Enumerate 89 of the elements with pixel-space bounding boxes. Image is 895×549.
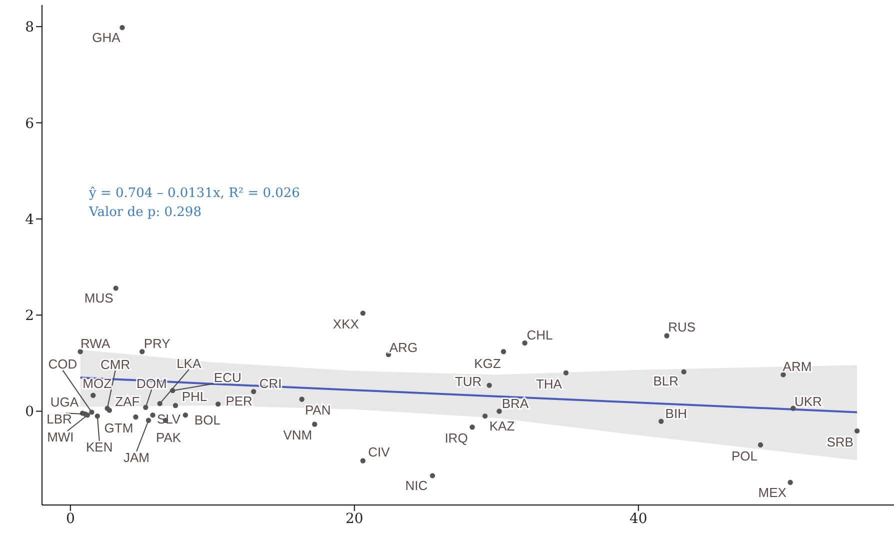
point	[182, 412, 188, 418]
data-label: GHA	[92, 30, 121, 46]
data-label: GTM	[104, 420, 134, 436]
data-label: ARM	[782, 359, 812, 374]
point	[790, 406, 796, 411]
point	[486, 382, 492, 388]
point	[758, 442, 764, 448]
data-label: POL	[732, 448, 758, 464]
data-label: ZAF	[115, 394, 140, 409]
point	[470, 424, 475, 430]
data-label: IRQ	[444, 430, 468, 446]
annotation: Valor de p: 0.298	[89, 204, 202, 222]
point	[90, 392, 96, 398]
data-label: SRB	[826, 434, 854, 450]
point	[78, 349, 83, 354]
data-label: RWA	[80, 336, 110, 352]
point	[854, 428, 860, 434]
data-label: XKX	[332, 316, 360, 332]
data-label: MUS	[84, 290, 114, 306]
point	[522, 340, 528, 346]
point	[500, 349, 506, 354]
data-label: ARG	[389, 340, 418, 356]
point	[658, 418, 664, 424]
data-label: BOL	[194, 412, 220, 428]
point	[312, 422, 318, 427]
point	[496, 408, 502, 414]
data-label: PAN	[304, 402, 331, 418]
data-label: COD	[48, 356, 78, 372]
point	[299, 396, 304, 402]
x-tick-label: 20	[345, 510, 364, 527]
point	[94, 413, 100, 419]
data-label: JAM	[124, 450, 150, 465]
point	[89, 410, 94, 415]
data-label: UGA	[50, 394, 79, 410]
data-label: TUR	[454, 374, 482, 389]
data-label: PAK	[156, 430, 182, 445]
data-label: MOZ	[82, 376, 112, 391]
data-label: BRA	[502, 396, 529, 411]
data-label: RUS	[668, 319, 696, 334]
point	[563, 370, 569, 376]
point	[215, 401, 221, 407]
x-tick-label: 0	[66, 510, 75, 527]
point	[150, 412, 156, 418]
y-tick-label: 2	[25, 308, 34, 324]
data-label: MWI	[47, 430, 74, 445]
data-label: UKR	[794, 394, 822, 409]
point	[143, 404, 148, 410]
point	[113, 286, 118, 291]
y-tick-label: 8	[25, 20, 34, 36]
point	[430, 473, 436, 478]
point	[104, 406, 110, 411]
data-label: KGZ	[474, 356, 501, 372]
data-label: PER	[226, 394, 252, 409]
y-tick-label: 6	[25, 116, 34, 132]
x-tick-label: 40	[629, 510, 648, 527]
point	[780, 372, 786, 378]
data-label: CMR	[100, 356, 130, 372]
data-label: CHL	[526, 327, 553, 342]
point	[482, 413, 488, 419]
data-label: PRY	[144, 336, 171, 352]
data-label: LBR	[46, 412, 72, 427]
data-label: PHL	[182, 388, 208, 404]
y-tick-label: 0	[25, 404, 34, 420]
point	[172, 402, 178, 408]
data-label: VNM	[283, 428, 312, 443]
data-label: CIV	[368, 444, 390, 460]
point	[360, 310, 366, 316]
data-label: KEN	[86, 440, 113, 455]
point	[250, 388, 256, 394]
point	[681, 369, 686, 374]
point	[133, 414, 138, 420]
point	[664, 333, 670, 338]
point	[157, 400, 162, 406]
data-label: BLR	[653, 373, 678, 388]
point	[120, 24, 125, 30]
data-label: KAZ	[489, 418, 515, 434]
data-label: LKA	[176, 356, 202, 372]
point	[788, 480, 793, 486]
y-tick-label: 4	[25, 212, 34, 228]
data-label: BIH	[665, 406, 687, 421]
point	[84, 412, 90, 418]
data-label: NIC	[405, 478, 428, 494]
annotation: ŷ = 0.704 – 0.0131x, R² = 0.026	[89, 185, 300, 203]
point	[140, 349, 145, 354]
point	[360, 458, 366, 464]
data-label: THA	[536, 376, 562, 392]
point	[146, 418, 152, 423]
data-label: ECU	[214, 370, 242, 386]
data-label: MEX	[758, 484, 787, 500]
